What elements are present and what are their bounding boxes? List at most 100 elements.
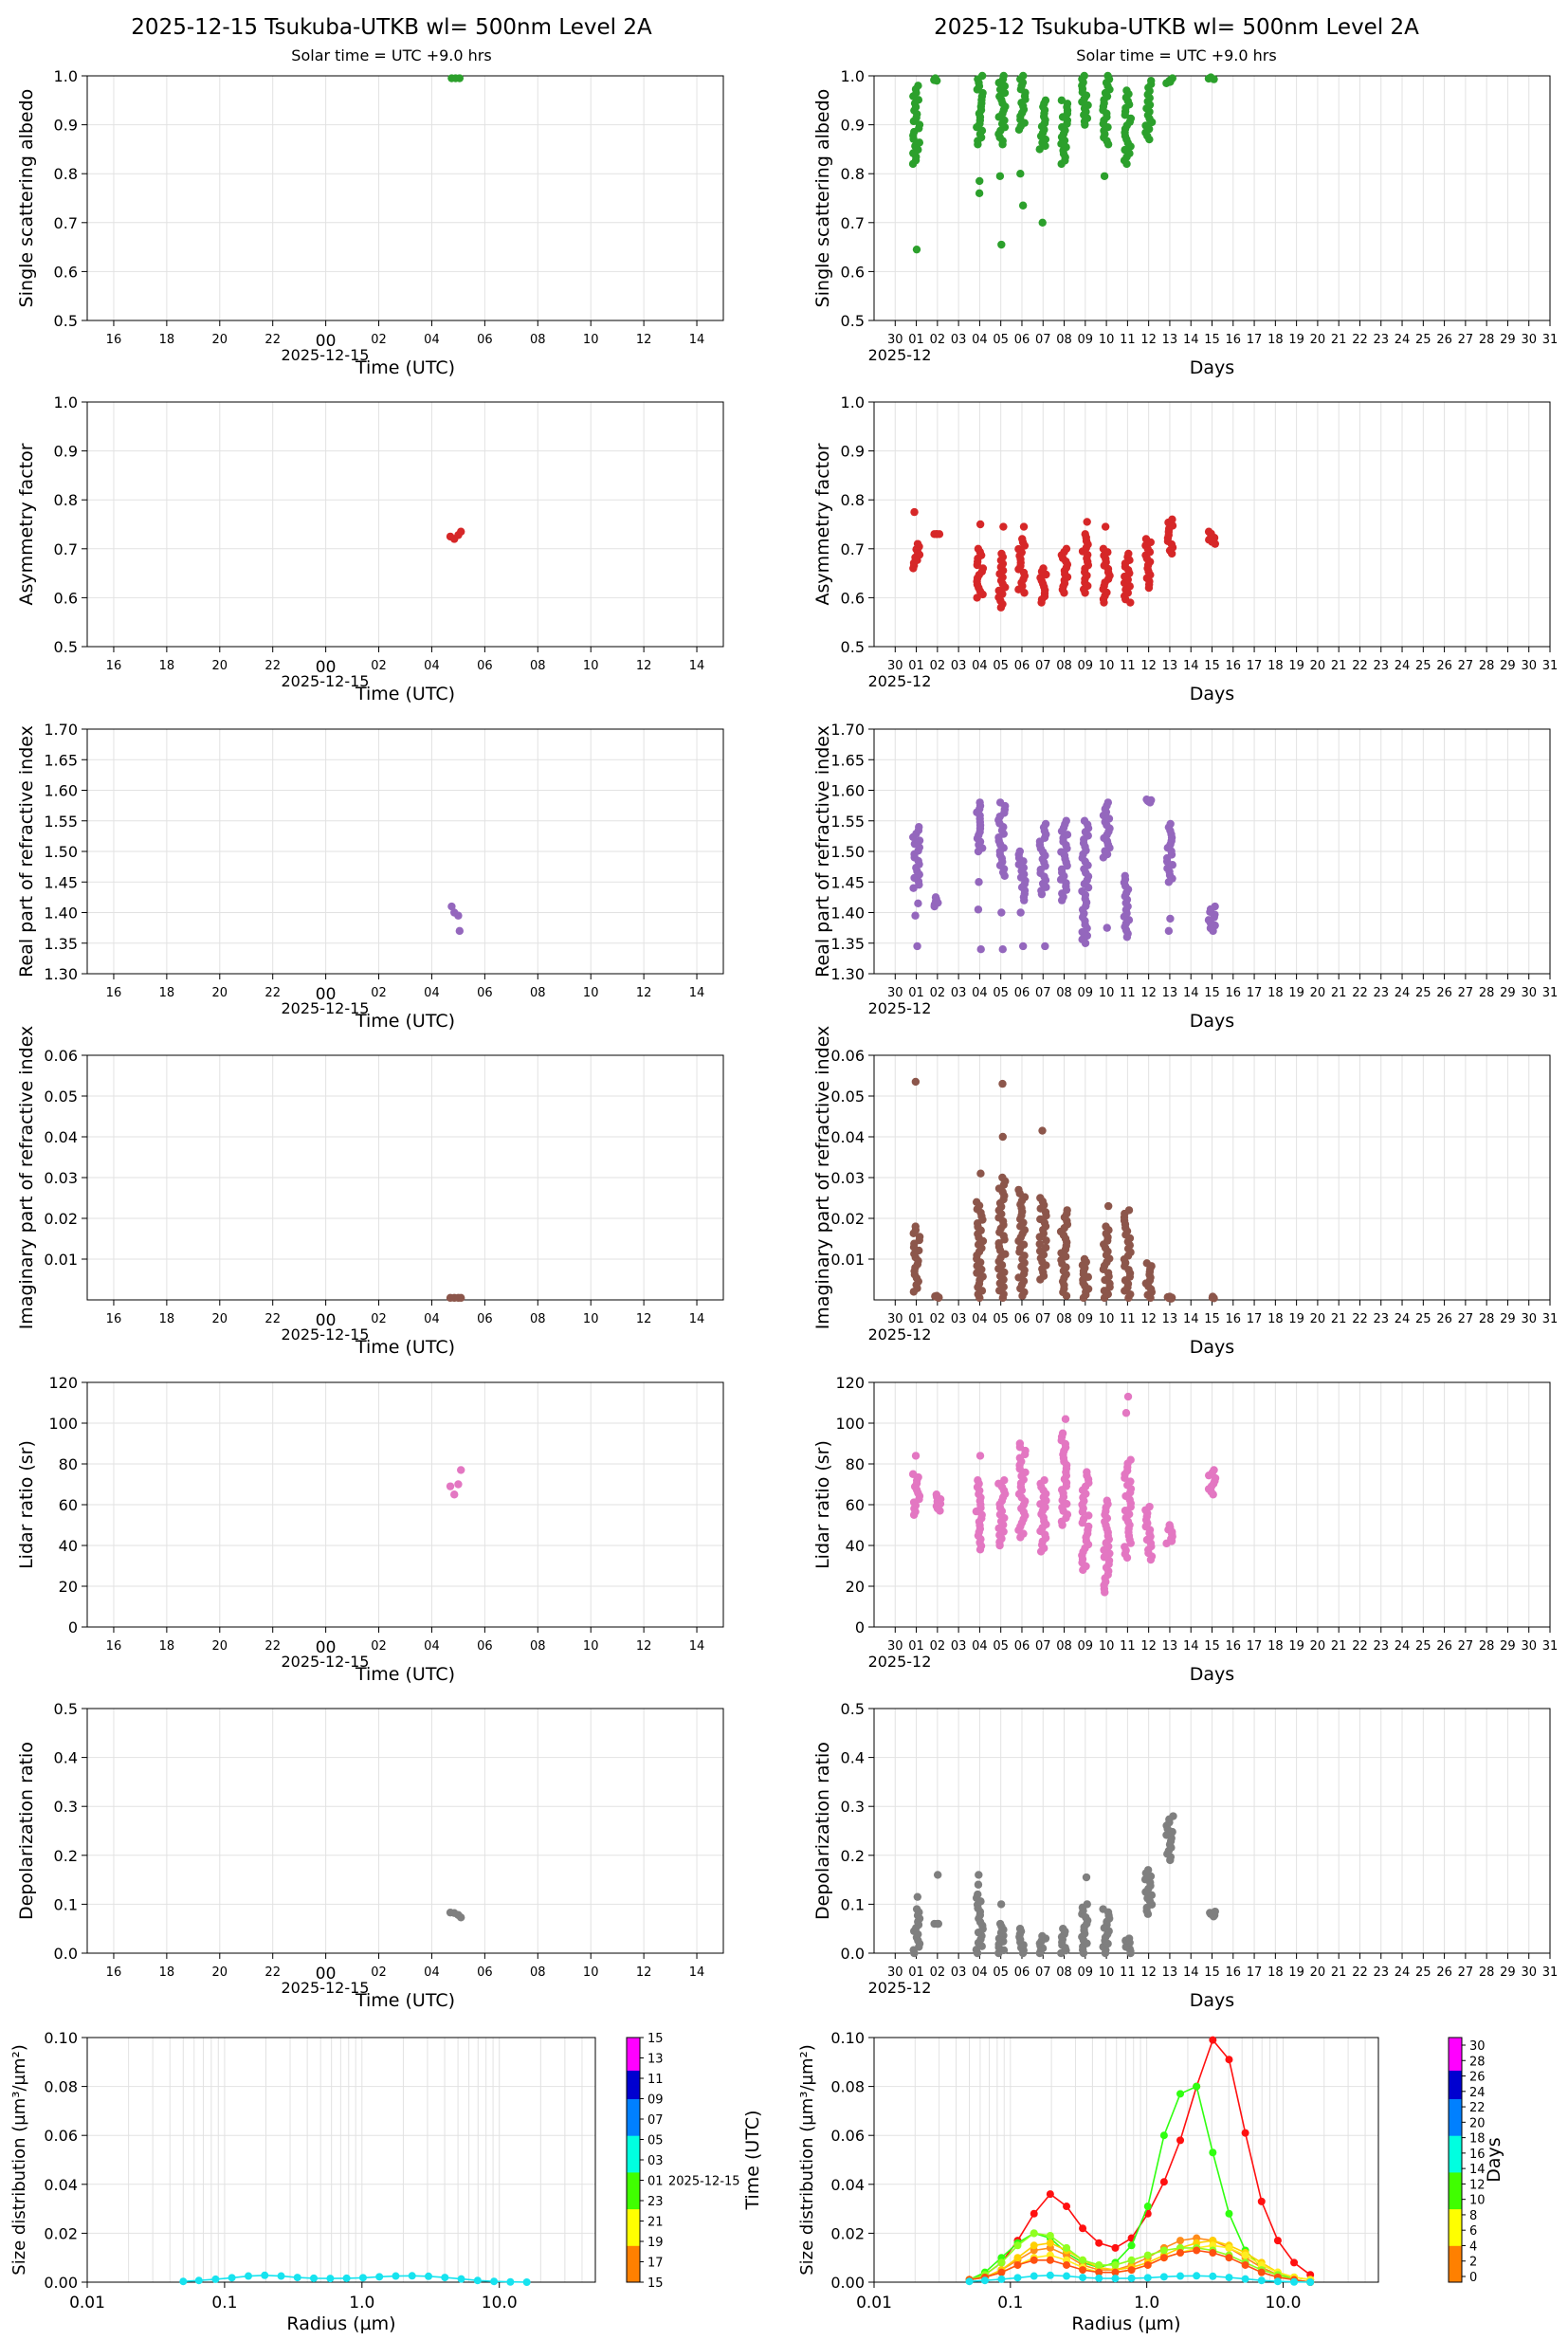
daily-asymmetry-ytick-label: 0.5	[54, 638, 78, 656]
monthly-albedo-xtick-label: 10	[1099, 333, 1115, 347]
daily-asymmetry-xtick-label: 20	[212, 659, 228, 673]
monthly-size-colorbar-segment	[1449, 2102, 1462, 2108]
daily-size-point	[358, 2274, 367, 2282]
monthly-size-point	[1225, 2056, 1233, 2064]
daily-albedo-point	[455, 74, 465, 82]
daily-albedo-xlabel: Time (UTC)	[355, 357, 455, 378]
monthly-size-point	[1030, 2229, 1038, 2238]
monthly-size-colorbar-segment	[1449, 2090, 1462, 2095]
monthly-lidar-point	[1083, 1468, 1091, 1476]
monthly-albedo-xtick-label: 31	[1542, 333, 1559, 347]
monthly-albedo-point	[1084, 101, 1092, 110]
monthly-size-colorbar-segment	[1449, 2237, 1462, 2242]
monthly-imag-index-point	[978, 1272, 987, 1281]
monthly-depol-xtick-label: 18	[1267, 1965, 1284, 1980]
daily-real-index-xtick-label: 06	[477, 986, 493, 1000]
daily-lidar-ytick-label: 60	[59, 1496, 78, 1514]
daily-real-index-point	[454, 911, 463, 920]
monthly-real-index-point	[1211, 902, 1219, 911]
monthly-asymmetry-xtick-label: 08	[1056, 659, 1072, 673]
daily-size-colorbar-tick-label: 15	[647, 2276, 664, 2291]
monthly-lidar-point	[1210, 1466, 1218, 1474]
monthly-size-point	[997, 2268, 1006, 2276]
daily-asymmetry-xtick-label: 18	[159, 659, 175, 673]
monthly-size-colorbar-segment	[1449, 2038, 1462, 2042]
monthly-lidar-xtick-label: 16	[1226, 1639, 1242, 1654]
monthly-size-colorbar-segment	[1449, 2196, 1462, 2202]
monthly-lidar-ytick-label: 0	[855, 1618, 865, 1636]
daily-size-colorbar-segment	[627, 2045, 640, 2051]
monthly-imag-index-point	[1126, 1289, 1135, 1299]
monthly-asymmetry-point	[1168, 515, 1176, 524]
daily-lidar-frame	[86, 1381, 724, 1628]
monthly-size-point	[965, 2277, 974, 2286]
monthly-size-point	[1079, 2224, 1087, 2233]
daily-size-colorbar-segment	[627, 2233, 640, 2239]
daily-asymmetry-point	[457, 527, 465, 536]
monthly-depol-point	[1038, 1931, 1047, 1941]
monthly-imag-index-xtick-label: 08	[1056, 1312, 1072, 1326]
daily-size-colorbar-segment	[627, 2038, 640, 2042]
daily-lidar-xlabel: Time (UTC)	[355, 1664, 455, 1685]
monthly-size-ytick-label: 0.08	[830, 2078, 865, 2096]
daily-lidar-point	[450, 1490, 459, 1499]
monthly-albedo-xtick-label: 16	[1226, 333, 1242, 347]
daily-size-colorbar-tick-label: 05	[647, 2134, 664, 2148]
monthly-depol-xtick-label: 16	[1226, 1965, 1242, 1980]
monthly-size-colorbar-segment	[1449, 2245, 1462, 2251]
monthly-asymmetry-panel: 0.5 0.6 0.7 0.8 0.9 1.0 30 01 02 03 04 05 06 07 08 09 10…	[812, 393, 1558, 704]
monthly-size-ytick-label: 0.06	[830, 2127, 865, 2145]
monthly-imag-index-panel: 0.01 0.02 0.03 0.04 0.05 0.06 30 01 02 03 04 05 06 07…	[812, 1026, 1558, 1358]
monthly-albedo-point	[931, 74, 939, 82]
monthly-depol-point	[1143, 1866, 1153, 1874]
monthly-size-point	[1111, 2243, 1120, 2252]
left-title: 2025-12-15 Tsukuba-UTKB wl= 500nm Level …	[131, 15, 652, 40]
monthly-imag-index-xtick-label: 17	[1247, 1312, 1263, 1326]
monthly-albedo-xtick-label: 23	[1373, 333, 1389, 347]
monthly-size-colorbar-segment	[1449, 2258, 1462, 2262]
monthly-size-colorbar-segment	[1449, 2171, 1462, 2177]
monthly-asymmetry-point	[935, 530, 944, 539]
daily-asymmetry-ylabel: Asymmetry factor	[16, 443, 37, 605]
daily-size-colorbar-segment	[627, 2241, 640, 2246]
monthly-size-point	[1225, 2274, 1233, 2282]
monthly-lidar-point	[1058, 1429, 1067, 1437]
monthly-lidar-xtick-label: 30	[1521, 1639, 1537, 1654]
daily-depol-xtick-label: 10	[583, 1965, 599, 1980]
monthly-lidar-xtick-label: 26	[1436, 1639, 1452, 1654]
monthly-size-point	[1030, 2241, 1038, 2250]
daily-asymmetry-xtick-label: 00	[316, 658, 337, 677]
daily-depol-xlabel: Time (UTC)	[355, 1990, 455, 2011]
monthly-size-colorbar-segment	[1449, 2274, 1462, 2279]
monthly-size-point	[1225, 2243, 1233, 2252]
monthly-size-colorbar-segment	[1449, 2221, 1462, 2226]
monthly-size-ytick-label: 0.04	[830, 2176, 865, 2194]
monthly-imag-index-xtick-label: 15	[1204, 1312, 1220, 1326]
monthly-size-point	[1095, 2239, 1103, 2247]
monthly-size-colorbar-segment	[1449, 2098, 1462, 2104]
monthly-depol-ytick-label: 0.3	[841, 1798, 865, 1816]
monthly-albedo-ytick-label: 0.9	[841, 117, 865, 135]
monthly-real-index-xtick-label: 09	[1078, 986, 1094, 1000]
monthly-lidar-xtick-label: 14	[1183, 1639, 1199, 1654]
monthly-lidar-xtick-label: 28	[1479, 1639, 1495, 1654]
monthly-depol-xtick-label: 08	[1056, 1965, 1072, 1980]
daily-real-index-xtick-label: 22	[264, 986, 281, 1000]
daily-size-colorbar-segment	[627, 2229, 640, 2234]
monthly-depol-point	[1083, 1900, 1091, 1909]
daily-lidar-xtick-label: 12	[636, 1639, 652, 1654]
monthly-albedo-xtick-label: 02	[930, 333, 946, 347]
monthly-imag-index-point	[1042, 1236, 1050, 1245]
monthly-asymmetry-point	[1124, 549, 1133, 558]
daily-depol-xtick-label: 00	[316, 1965, 337, 1984]
monthly-real-index-xtick-label: 15	[1204, 986, 1220, 1000]
monthly-size-point	[1127, 2274, 1136, 2282]
monthly-real-index-xtick-label: 19	[1288, 986, 1304, 1000]
monthly-size-point	[1306, 2278, 1315, 2286]
monthly-size-point	[1063, 2260, 1071, 2269]
daily-real-index-point	[455, 926, 465, 936]
monthly-size-point	[1063, 2203, 1071, 2211]
monthly-lidar-point	[1061, 1415, 1070, 1423]
monthly-real-index-xtick-label: 28	[1479, 986, 1495, 1000]
daily-real-index-date-label: 2025-12-15	[282, 999, 370, 1017]
